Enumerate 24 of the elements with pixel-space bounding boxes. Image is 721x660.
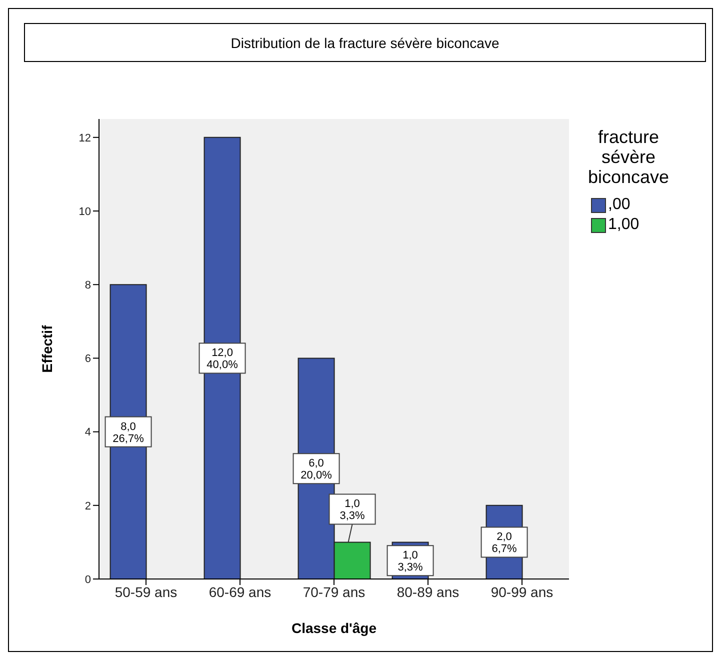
data-label: 12,0 40,0% (206, 347, 238, 372)
x-tick-label: 60-69 ans (208, 584, 272, 600)
legend-label: ,00 (608, 196, 630, 214)
y-tick-label: 12 (78, 132, 91, 144)
y-tick-label: 0 (84, 574, 91, 586)
y-tick-label: 6 (84, 353, 91, 366)
data-label: 2,0 6,7% (492, 531, 518, 556)
y-tick-label: 10 (78, 206, 91, 218)
x-tick-label: 90-99 ans (490, 584, 554, 600)
y-tick-label: 8 (84, 280, 91, 292)
y-tick-label: 4 (84, 426, 91, 439)
legend-title: fracture sévère biconcave (586, 127, 670, 187)
x-tick-label: 50-59 ans (114, 584, 178, 600)
data-label: 1,0 3,3% (398, 550, 424, 574)
chart-title: Distribution de la fracture sévère biconcave (24, 23, 706, 62)
x-tick-label: 80-89 ans (396, 584, 460, 600)
data-label: 8,0 26,7% (112, 420, 144, 445)
data-label: 6,0 20,0% (300, 458, 332, 482)
data-label: 1,0 3,3% (340, 498, 366, 522)
x-tick-label: 70-79 ans (302, 584, 366, 600)
legend-label: 1,00 (608, 216, 640, 234)
x-axis-title: Classe d'âge (291, 620, 377, 636)
y-tick-label: 2 (84, 500, 91, 512)
y-axis-title: Effectif (38, 324, 55, 373)
